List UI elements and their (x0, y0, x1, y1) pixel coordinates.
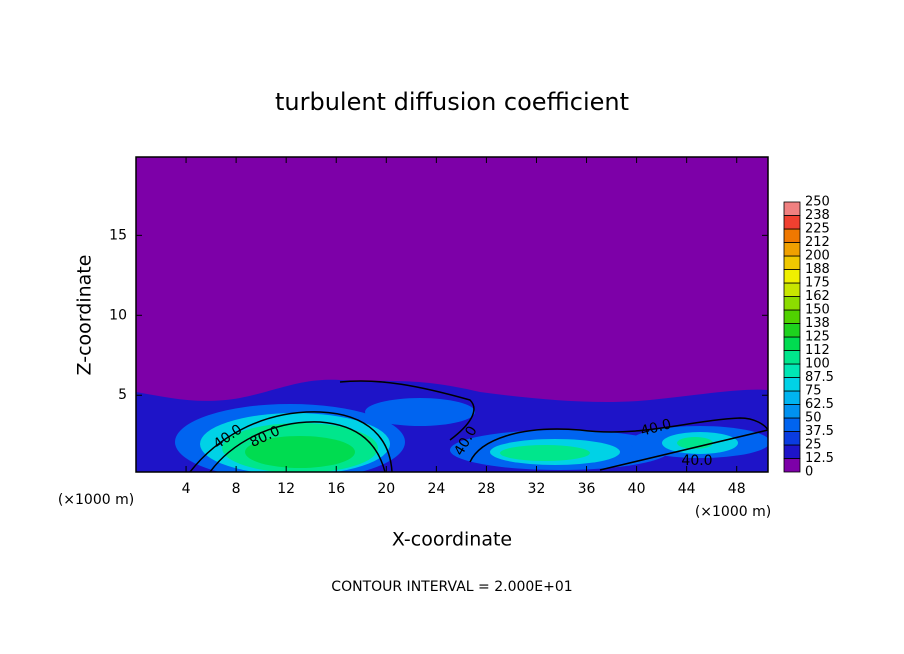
colorbar-box (783, 296, 801, 311)
x-unit-label: (×1000 m) (695, 504, 771, 520)
colorbar-box (783, 417, 801, 432)
colorbar-label: 50 (805, 411, 822, 426)
x-tick-label: 28 (478, 481, 496, 497)
x-tick-label: 44 (678, 481, 696, 497)
colorbar-box (783, 215, 801, 230)
colorbar-box (783, 444, 801, 459)
x-tick-label: 16 (327, 481, 345, 497)
x-tick-label: 12 (277, 481, 295, 497)
colorbar-label: 12.5 (805, 451, 834, 466)
x-tick-label: 20 (377, 481, 395, 497)
plot-frame (135, 156, 769, 473)
x-tick-label: 32 (528, 481, 546, 497)
contour-label: 40.0 (639, 416, 673, 440)
colorbar-box (783, 431, 801, 446)
colorbar-box (783, 201, 801, 216)
x-axis-label: X-coordinate (392, 529, 512, 551)
colorbar-label: 62.5 (805, 397, 834, 412)
colorbar-label: 87.5 (805, 370, 834, 385)
contour-line (189, 411, 393, 472)
colorbar-box (783, 363, 801, 378)
colorbar-label: 0 (805, 465, 813, 480)
x-tick-label: 48 (728, 481, 746, 497)
colorbar-label: 138 (805, 316, 830, 331)
footer: CONTOUR INTERVAL = 2.000E+01 (331, 579, 572, 595)
x-tick-label: 24 (427, 481, 445, 497)
colorbar-label: 75 (805, 384, 822, 399)
colorbar-label: 37.5 (805, 424, 834, 439)
x-tick-label: 40 (628, 481, 646, 497)
colorbar-label: 200 (805, 249, 830, 264)
x-tick-label: 4 (182, 481, 191, 497)
colorbar-box (783, 282, 801, 297)
colorbar-label: 238 (805, 208, 830, 223)
colorbar-label: 25 (805, 438, 822, 453)
colorbar-box (783, 323, 801, 338)
field-band (365, 398, 475, 426)
colorbar-label: 188 (805, 262, 830, 277)
colorbar-label: 162 (805, 289, 830, 304)
colorbar-label: 100 (805, 357, 830, 372)
colorbar-box (783, 404, 801, 419)
y-axis-label: Z-coordinate (74, 255, 96, 376)
field-band (245, 436, 355, 468)
contour-label: 40.0 (681, 453, 712, 469)
chart-title: turbulent diffusion coefficient (275, 88, 629, 116)
colorbar-label: 212 (805, 235, 830, 250)
x-tick-label: 36 (578, 481, 596, 497)
colorbar-box (783, 336, 801, 351)
colorbar-label: 150 (805, 303, 830, 318)
colorbar-label: 112 (805, 343, 830, 358)
colorbar-label: 225 (805, 222, 830, 237)
colorbar-box (783, 458, 801, 473)
x-unit-label: (×1000 m) (58, 492, 134, 508)
colorbar-box (783, 309, 801, 324)
field: 40.0 80.0 40.0 40.040.0 (136, 157, 768, 472)
y-tick-label: 10 (109, 307, 127, 323)
colorbar-box (783, 350, 801, 365)
contour-line (339, 380, 475, 441)
contour-line (599, 429, 768, 471)
y-tick-label: 5 (118, 387, 127, 403)
y-tick-label: 15 (109, 227, 127, 243)
contour-line (209, 421, 386, 472)
contour-line (469, 417, 768, 463)
colorbar-label: 250 (805, 195, 830, 210)
colorbar-label: 175 (805, 276, 830, 291)
field-layers: 40.0 80.0 40.0 40.040.0 (136, 157, 768, 472)
colorbar-box (783, 228, 801, 243)
x-tick-label: 8 (232, 481, 241, 497)
colorbar-box (783, 390, 801, 405)
field-band (500, 445, 590, 461)
colorbar-box (783, 377, 801, 392)
colorbar-box (783, 269, 801, 284)
colorbar-box (783, 255, 801, 270)
colorbar-box (783, 242, 801, 257)
colorbar-label: 125 (805, 330, 830, 345)
